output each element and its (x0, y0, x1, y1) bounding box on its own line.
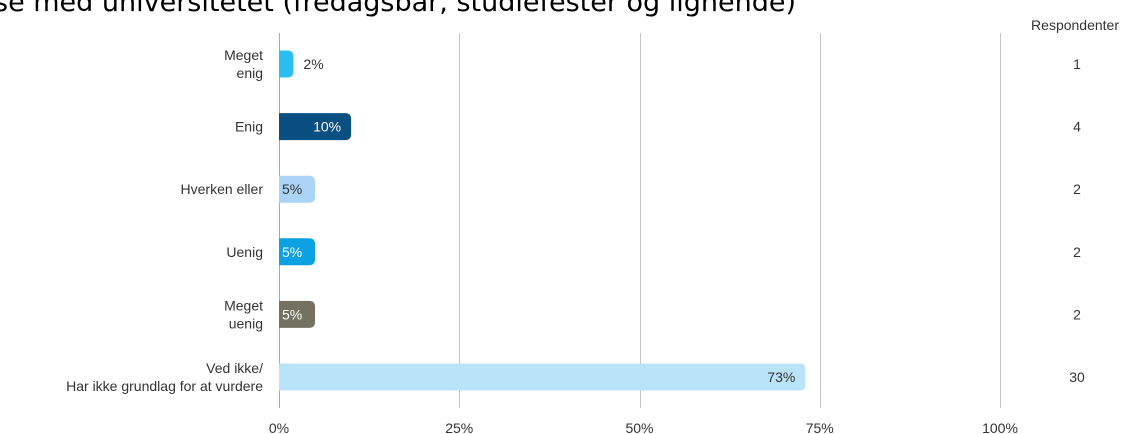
category-label: Hverken eller (181, 181, 264, 197)
x-tick-label: 75% (806, 420, 834, 434)
category-label: Uenig (226, 244, 263, 260)
x-tick-label: 100% (982, 420, 1018, 434)
respondent-count: 1 (1073, 56, 1081, 72)
x-tick-label: 25% (445, 420, 473, 434)
chart-title: se med universitetet (fredagsbar, studie… (0, 0, 797, 18)
category-label: Meget uenig (224, 297, 263, 331)
category-label: Ved ikke/Har ikke grundlag for at vurder… (66, 360, 263, 394)
respondent-count: 2 (1073, 181, 1081, 197)
bar (279, 50, 294, 78)
bar-value-label: 73% (767, 369, 795, 385)
bar-value-label: 5% (282, 306, 302, 322)
bar-value-label: 5% (282, 181, 302, 197)
bar (279, 300, 316, 328)
category-label: Meget enig (224, 47, 263, 81)
respondent-count: 2 (1073, 306, 1081, 322)
category-label: Enig (235, 119, 263, 135)
bar-value-label: 2% (303, 56, 323, 72)
bar (279, 363, 806, 391)
bar-value-label: 5% (282, 244, 302, 260)
bar (279, 238, 316, 266)
gridlines (279, 33, 1001, 408)
respondents-header: Respondenter (1031, 17, 1119, 33)
x-tick-label: 50% (625, 420, 653, 434)
category-labels: Meget enig Enig Hverken eller Uenig Meget ueni… (66, 47, 263, 394)
respondent-count: 4 (1073, 119, 1081, 135)
x-tick-label: 0% (269, 420, 289, 434)
bars: 2% 10% 5% 5% 5% 73% (279, 50, 806, 391)
bar-value-label: 10% (313, 119, 341, 135)
respondent-count: 2 (1073, 244, 1081, 260)
x-axis-ticks: 0% 25% 50% 75% 100% (269, 420, 1018, 434)
bar (279, 175, 316, 203)
respondent-counts: 1 4 2 2 2 30 (1069, 56, 1085, 385)
respondent-count: 30 (1069, 369, 1085, 385)
bar (279, 113, 352, 141)
